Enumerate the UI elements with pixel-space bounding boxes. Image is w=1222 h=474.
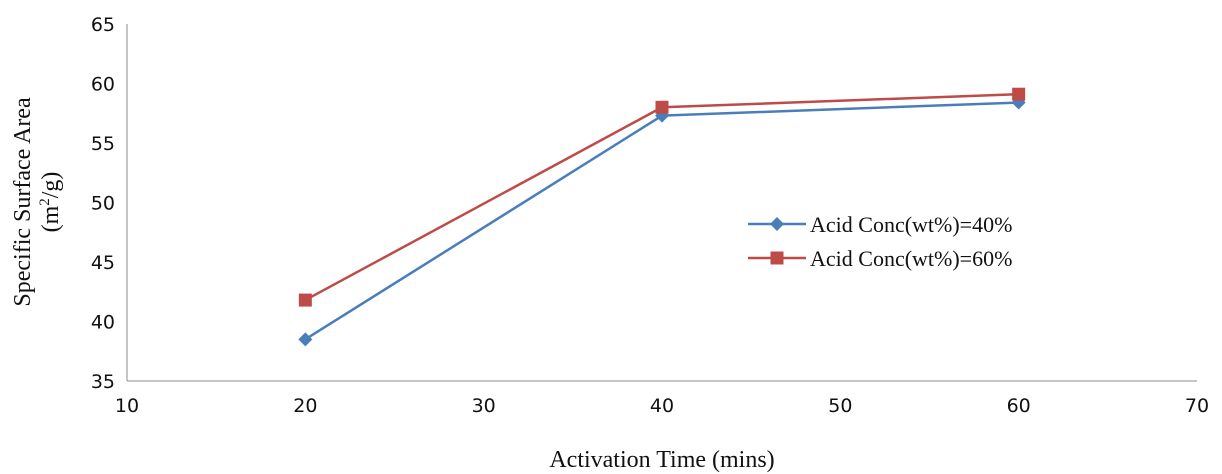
y-axis-title: Specific Surface Area (m2/g) bbox=[10, 97, 64, 307]
legend-item: Acid Conc(wt%)=40% bbox=[748, 212, 1012, 237]
legend: Acid Conc(wt%)=40% Acid Conc(wt%)=60% bbox=[748, 212, 1012, 271]
legend-marker bbox=[770, 217, 784, 231]
y-tick-label: 65 bbox=[91, 14, 115, 36]
legend-marker bbox=[770, 251, 784, 265]
legend-label: Acid Conc(wt%)=60% bbox=[810, 246, 1012, 271]
y-tick-label: 55 bbox=[91, 133, 115, 155]
x-tick-label: 20 bbox=[293, 395, 317, 417]
y-tick-label: 50 bbox=[91, 193, 115, 215]
y-tick-label: 60 bbox=[91, 74, 115, 96]
data-point-marker bbox=[298, 332, 313, 347]
y-axis-unit-prefix: (m bbox=[38, 205, 64, 232]
x-tick-label: 40 bbox=[650, 395, 674, 417]
x-tick-labels: 10 20 30 40 50 60 70 bbox=[115, 395, 1209, 417]
x-tick-label: 10 bbox=[115, 395, 139, 417]
series-2 bbox=[298, 87, 1026, 307]
y-tick-label: 45 bbox=[91, 252, 115, 274]
y-tick-label: 40 bbox=[91, 312, 115, 334]
y-axis-title-line1: Specific Surface Area bbox=[10, 97, 36, 307]
legend-item: Acid Conc(wt%)=60% bbox=[748, 246, 1012, 271]
y-tick-labels: 35 40 45 50 55 60 65 bbox=[91, 14, 115, 393]
y-axis-unit-suffix: /g) bbox=[38, 172, 64, 199]
x-tick-label: 70 bbox=[1185, 395, 1209, 417]
data-point-marker bbox=[1012, 87, 1026, 101]
x-tick-label: 50 bbox=[828, 395, 852, 417]
data-point-marker bbox=[298, 293, 312, 307]
x-tick-label: 30 bbox=[472, 395, 496, 417]
x-axis-title: Activation Time (mins) bbox=[549, 447, 774, 473]
series-layer bbox=[298, 87, 1026, 347]
axes bbox=[126, 24, 1197, 382]
data-point-marker bbox=[655, 100, 669, 114]
legend-label: Acid Conc(wt%)=40% bbox=[810, 212, 1012, 237]
y-axis-title-line2: (m2/g) bbox=[37, 172, 64, 233]
x-tick-label: 60 bbox=[1007, 395, 1031, 417]
y-tick-label: 35 bbox=[91, 371, 115, 393]
y-axis-unit-superscript: 2 bbox=[37, 198, 53, 206]
